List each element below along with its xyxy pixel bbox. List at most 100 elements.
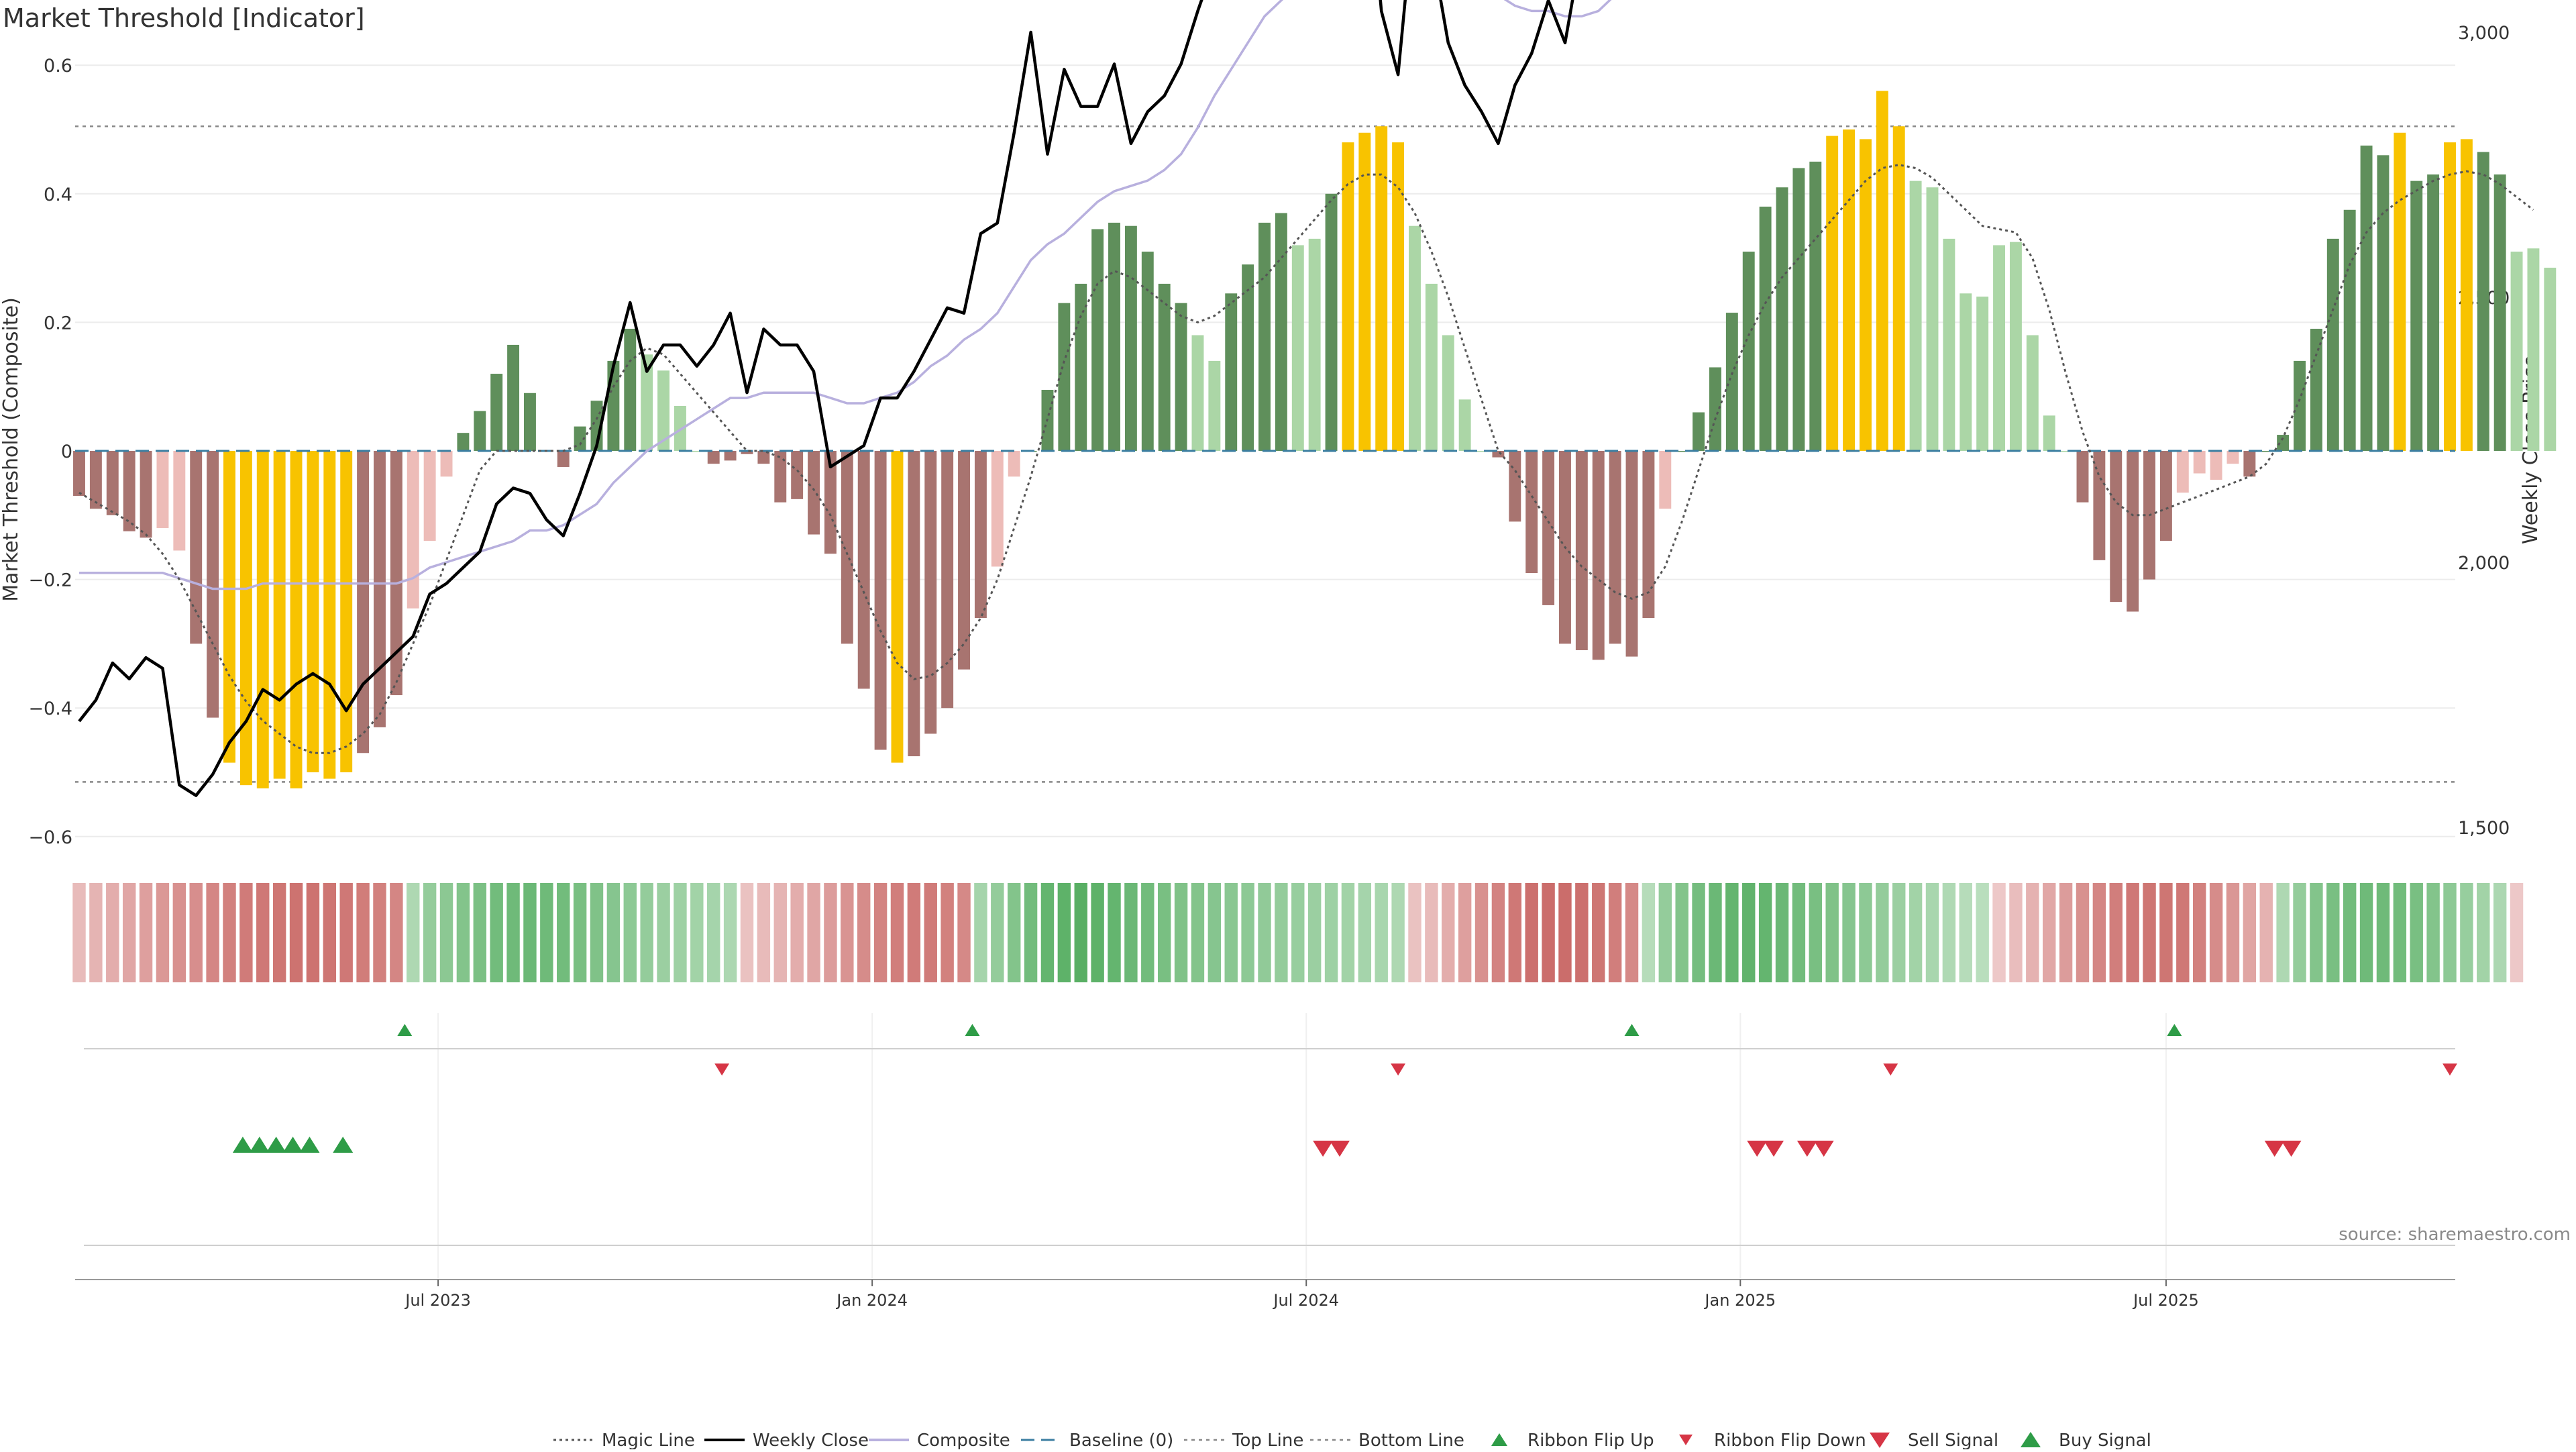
ribbon-cell-117	[2026, 883, 2039, 982]
y-tick-right-4: 2,000	[2458, 553, 2510, 574]
buy-signal-marker-3	[282, 1137, 303, 1153]
ribbon-cell-69	[1224, 883, 1238, 982]
composite-bar-55	[991, 451, 1004, 567]
buy-signal-marker-5	[333, 1137, 354, 1153]
ribbon-cell-115	[1992, 883, 2006, 982]
composite-bar-87	[1525, 451, 1538, 574]
legend-label-8: Sell Signal	[1908, 1431, 1998, 1449]
composite-bar-72	[1275, 213, 1287, 451]
composite-bar-102	[1776, 187, 1788, 451]
sell-signal-marker-7	[2281, 1141, 2302, 1157]
sell-signal-marker-6	[2264, 1141, 2285, 1157]
composite-bar-65	[1158, 283, 1171, 451]
composite-bar-137	[2360, 145, 2373, 451]
ribbon-cell-9	[223, 883, 236, 982]
ribbon-cell-123	[2126, 883, 2139, 982]
ribbon-cell-8	[206, 883, 219, 982]
composite-bar-140	[2410, 180, 2423, 451]
composite-bar-88	[1542, 451, 1555, 605]
ribbon-cell-44	[807, 883, 820, 982]
composite-bar-78	[1375, 126, 1388, 451]
ribbon-cell-54	[974, 883, 987, 982]
ribbon-cell-5	[156, 883, 170, 982]
composite-bar-147	[2527, 248, 2540, 451]
ribbon-cell-125	[2159, 883, 2173, 982]
ribbon-cell-120	[2076, 883, 2090, 982]
composite-bar-14	[307, 451, 319, 772]
composite-bar-32	[607, 360, 620, 451]
composite-bar-45	[824, 451, 837, 554]
ribbon-cell-81	[1425, 883, 1438, 982]
series-lines	[75, 0, 2534, 797]
ribbon-cell-130	[2243, 883, 2257, 982]
composite-bar-90	[1575, 451, 1588, 650]
ribbon-cell-97	[1692, 883, 1705, 982]
ribbon-cell-3	[122, 883, 136, 982]
legend-label-9: Buy Signal	[2059, 1431, 2151, 1449]
ribbon-cell-58	[1040, 883, 1055, 982]
composite-bar-10	[239, 451, 252, 786]
ribbon-cell-52	[941, 883, 954, 982]
composite-bar-3	[123, 451, 136, 531]
ribbon-cell-45	[824, 883, 837, 982]
ribbon-cell-25	[490, 883, 503, 982]
ribbon-cell-134	[2310, 883, 2323, 982]
ribbon-cell-133	[2293, 883, 2306, 982]
composite-bar-97	[1693, 412, 1705, 451]
buy-signal-marker-0	[232, 1137, 253, 1153]
ribbon-cell-146	[2510, 883, 2524, 982]
composite-bar-59	[1058, 303, 1071, 451]
ribbon-cell-34	[640, 883, 653, 982]
ribbon-cell-140	[2410, 883, 2423, 982]
ribbon-cell-56	[1007, 883, 1021, 982]
ribbon-cell-15	[323, 883, 337, 982]
composite-bar-16	[340, 451, 353, 772]
ribbon-cell-118	[2042, 883, 2056, 982]
ribbon-cell-53	[957, 883, 971, 982]
x-tick-label-4: Jul 2025	[2132, 1291, 2199, 1310]
composite-bar-38	[707, 451, 720, 464]
composite-bar-64	[1141, 252, 1154, 451]
ribbon-cell-21	[423, 883, 437, 982]
ribbon-cell-108	[1876, 883, 1889, 982]
composite-bar-101	[1759, 206, 1772, 451]
ribbon-cell-11	[256, 883, 270, 982]
composite-bar-103	[1792, 168, 1805, 452]
composite-bar-109	[1892, 126, 1905, 451]
composite-bar-74	[1308, 238, 1321, 451]
legend-symbol-8	[1870, 1433, 1890, 1448]
composite-bar-37	[690, 451, 703, 452]
composite-bar-44	[808, 451, 820, 535]
composite-bar-111	[1926, 187, 1939, 451]
ribbon-cell-89	[1558, 883, 1572, 982]
ribbon-cell-61	[1091, 883, 1104, 982]
ribbon-cell-37	[690, 883, 704, 982]
ribbon-cell-112	[1942, 883, 1956, 982]
composite-bar-96	[1676, 451, 1688, 452]
ribbon-cell-36	[674, 883, 687, 982]
composite-bar-134	[2310, 328, 2322, 451]
ribbon-cell-65	[1157, 883, 1171, 982]
composite-bar-91	[1592, 451, 1605, 660]
composite-bar-138	[2377, 155, 2390, 451]
ribbon-cell-62	[1108, 883, 1121, 982]
x-tick-label-0: Jul 2023	[404, 1291, 471, 1310]
ribbon-cell-74	[1307, 883, 1322, 982]
ribbon-cell-59	[1057, 883, 1071, 982]
ribbon-cell-110	[1909, 883, 1923, 982]
ribbon-cell-137	[2359, 883, 2373, 982]
composite-bar-93	[1625, 451, 1638, 657]
composite-bar-27	[523, 393, 536, 451]
legend-label-6: Ribbon Flip Up	[1527, 1431, 1654, 1449]
composite-bar-75	[1325, 193, 1338, 451]
legend-label-4: Top Line	[1232, 1431, 1303, 1449]
composite-bar-20	[407, 451, 419, 609]
ribbon-cell-12	[272, 883, 286, 982]
composite-bar-79	[1392, 142, 1405, 451]
composite-bar-13	[290, 451, 303, 788]
x-axis: Jul 2023 Jan 2024 Jul 2024 Jan 2025 Jul 2025	[75, 1279, 2455, 1310]
ribbon-cell-121	[2092, 883, 2106, 982]
composite-bar-130	[2243, 451, 2256, 477]
ribbon-cell-60	[1074, 883, 1087, 982]
legend-symbol-6	[1491, 1433, 1507, 1446]
